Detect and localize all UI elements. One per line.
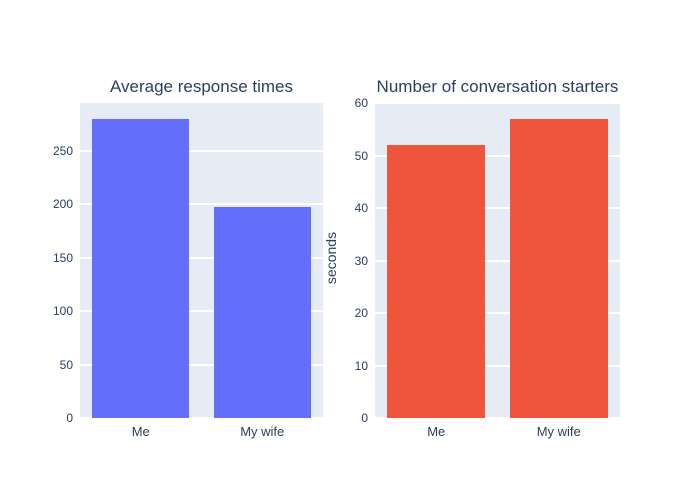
gridline — [80, 363, 323, 366]
gridline — [80, 417, 323, 419]
gridline — [80, 256, 323, 259]
y-tick-label: 60 — [354, 96, 368, 110]
gridline — [375, 102, 620, 104]
y-tick-label: 100 — [52, 304, 73, 319]
gridline — [80, 310, 323, 313]
gridline — [375, 259, 620, 262]
y-tick-label: 200 — [52, 197, 73, 212]
y-tick-label: 30 — [354, 253, 368, 268]
y-axis-title: seconds — [323, 231, 339, 285]
y-tick-label: 250 — [52, 143, 73, 158]
x-tick-label: My wife — [240, 424, 285, 439]
gridline — [375, 312, 620, 314]
y-tick-label: 0 — [361, 411, 368, 425]
bar-my-wife[interactable] — [213, 207, 311, 418]
gridline — [80, 149, 323, 152]
gridline — [80, 203, 323, 206]
gridline — [375, 364, 620, 367]
gridline — [375, 154, 620, 157]
bar-me[interactable] — [92, 118, 190, 418]
x-tick-label: Me — [427, 424, 446, 439]
y-tick-label: 50 — [59, 357, 73, 372]
x-tick-label: Me — [131, 424, 150, 439]
y-tick-label: 10 — [354, 358, 368, 373]
y-tick-label: 0 — [66, 411, 73, 425]
bar-me[interactable] — [387, 145, 486, 418]
plot-area — [375, 102, 620, 419]
y-tick-label: 20 — [354, 306, 368, 320]
gridline — [375, 207, 620, 209]
x-tick-label: My wife — [536, 424, 581, 439]
y-tick-label: 40 — [354, 201, 368, 215]
chart-title: Number of conversation starters — [376, 77, 619, 96]
gridline — [375, 417, 620, 419]
y-tick-label: 50 — [354, 148, 368, 163]
plot-area — [80, 103, 323, 419]
chart-title: Average response times — [109, 77, 293, 96]
bar-my-wife[interactable] — [509, 118, 608, 418]
y-tick-label: 150 — [52, 250, 73, 265]
